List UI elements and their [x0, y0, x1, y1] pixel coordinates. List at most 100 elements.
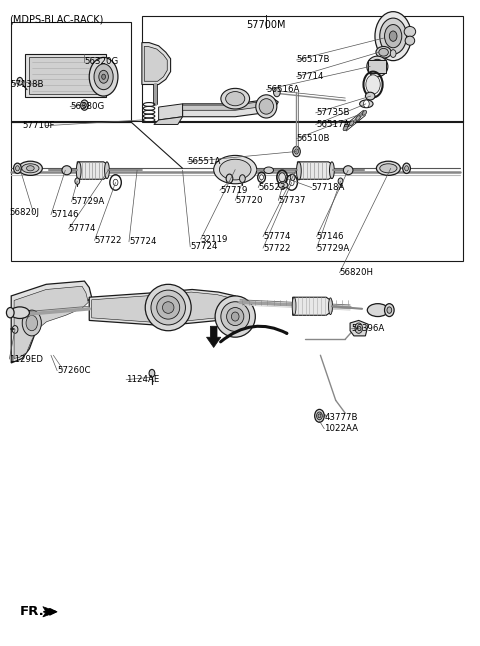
Ellipse shape [297, 162, 301, 180]
Ellipse shape [151, 290, 185, 325]
Ellipse shape [94, 64, 113, 90]
Ellipse shape [379, 48, 388, 56]
Polygon shape [29, 57, 101, 94]
Bar [142, 16, 463, 122]
Text: 56517B: 56517B [297, 56, 330, 65]
Text: FR.: FR. [20, 605, 45, 618]
Circle shape [405, 166, 408, 171]
Circle shape [317, 412, 323, 420]
Circle shape [318, 414, 321, 418]
Polygon shape [14, 286, 88, 359]
Circle shape [375, 12, 411, 61]
Ellipse shape [26, 166, 34, 171]
Polygon shape [89, 289, 240, 326]
Ellipse shape [356, 116, 360, 120]
Circle shape [293, 147, 300, 157]
Circle shape [13, 163, 21, 173]
Text: 57729A: 57729A [72, 197, 105, 206]
Ellipse shape [404, 26, 416, 37]
Polygon shape [158, 104, 182, 120]
Circle shape [290, 174, 295, 180]
Circle shape [83, 103, 86, 108]
Ellipse shape [328, 298, 332, 315]
Circle shape [380, 18, 407, 54]
Text: 57774: 57774 [69, 224, 96, 233]
Text: 56380G: 56380G [70, 102, 104, 111]
Circle shape [6, 307, 14, 318]
Ellipse shape [370, 59, 384, 74]
Ellipse shape [22, 164, 39, 173]
Circle shape [384, 25, 402, 48]
Text: 57718A: 57718A [312, 183, 345, 192]
Circle shape [389, 31, 397, 41]
Polygon shape [206, 326, 221, 348]
Ellipse shape [355, 323, 362, 333]
Circle shape [240, 174, 245, 182]
Ellipse shape [259, 99, 274, 114]
Polygon shape [182, 102, 269, 110]
Text: 57735B: 57735B [317, 109, 350, 118]
Ellipse shape [102, 74, 106, 79]
Ellipse shape [231, 312, 239, 321]
Text: 1022AA: 1022AA [324, 424, 358, 433]
Text: 57720: 57720 [235, 196, 263, 205]
Ellipse shape [349, 121, 354, 125]
Text: 57774: 57774 [263, 232, 290, 241]
Ellipse shape [157, 296, 180, 319]
Text: 57146: 57146 [51, 210, 78, 219]
Ellipse shape [89, 57, 118, 96]
Circle shape [387, 307, 392, 313]
Ellipse shape [26, 315, 37, 331]
Ellipse shape [219, 160, 251, 180]
Circle shape [363, 100, 369, 108]
Circle shape [149, 370, 155, 377]
Polygon shape [92, 292, 237, 323]
Ellipse shape [362, 110, 367, 115]
Text: 56320G: 56320G [84, 57, 119, 67]
Text: 57714: 57714 [297, 72, 324, 81]
Circle shape [279, 173, 286, 182]
Ellipse shape [62, 166, 72, 174]
Text: 57729A: 57729A [317, 244, 350, 253]
Ellipse shape [226, 92, 245, 106]
Text: 43777B: 43777B [324, 413, 358, 422]
Circle shape [12, 326, 18, 333]
Ellipse shape [367, 56, 388, 77]
Text: 57719: 57719 [220, 185, 247, 194]
Ellipse shape [221, 89, 250, 109]
Ellipse shape [215, 296, 255, 337]
Circle shape [113, 179, 118, 185]
Circle shape [81, 100, 88, 110]
Circle shape [295, 149, 299, 154]
Ellipse shape [329, 162, 334, 178]
Ellipse shape [365, 92, 375, 100]
Circle shape [384, 304, 394, 317]
Circle shape [315, 410, 324, 422]
Ellipse shape [264, 167, 274, 173]
Circle shape [15, 166, 19, 171]
Ellipse shape [99, 70, 108, 83]
Text: 1124AE: 1124AE [126, 375, 159, 384]
Ellipse shape [22, 310, 41, 336]
Text: 56820H: 56820H [339, 268, 373, 277]
Text: 57710F: 57710F [22, 121, 55, 130]
Text: 32119: 32119 [201, 234, 228, 244]
Text: 57724: 57724 [129, 237, 156, 246]
Text: 57260C: 57260C [57, 366, 91, 375]
Polygon shape [77, 162, 108, 179]
Ellipse shape [10, 307, 29, 318]
Text: 57722: 57722 [263, 244, 290, 253]
Ellipse shape [380, 164, 397, 173]
Ellipse shape [105, 162, 109, 178]
Polygon shape [368, 60, 386, 73]
Polygon shape [298, 162, 333, 179]
Circle shape [17, 78, 23, 85]
Polygon shape [182, 99, 278, 117]
Ellipse shape [343, 166, 353, 174]
Ellipse shape [18, 162, 42, 175]
Text: 56510B: 56510B [297, 134, 330, 143]
Ellipse shape [405, 36, 415, 45]
Circle shape [289, 179, 294, 185]
Ellipse shape [343, 126, 348, 130]
Polygon shape [144, 47, 167, 81]
